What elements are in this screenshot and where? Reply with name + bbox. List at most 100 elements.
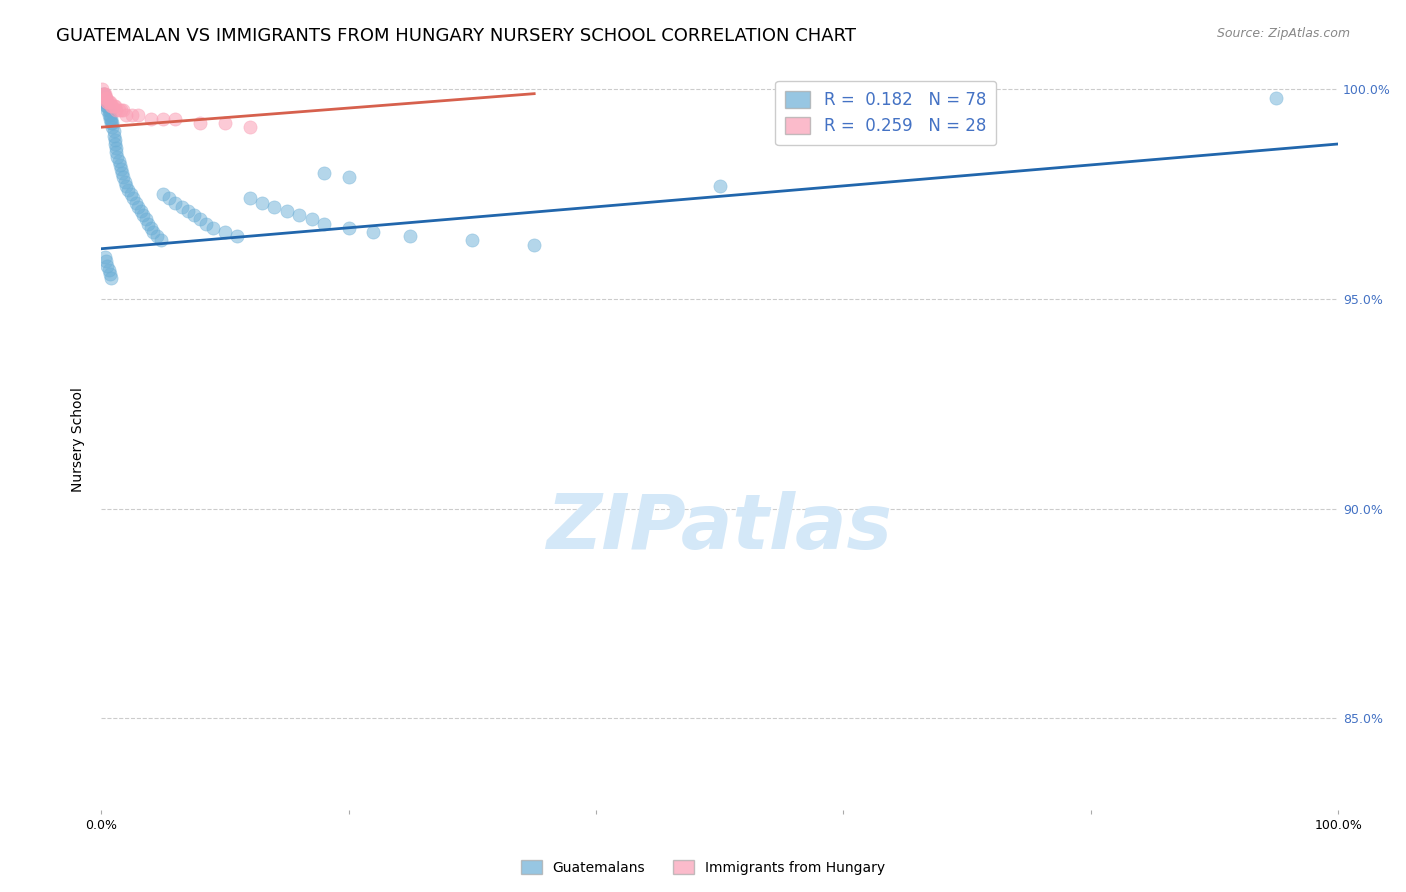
Point xyxy=(98,95,121,109)
Point xyxy=(239,120,262,135)
Point xyxy=(214,225,236,239)
Point xyxy=(94,87,117,101)
Point xyxy=(96,259,118,273)
Point xyxy=(301,212,323,227)
Point xyxy=(105,145,128,160)
Point xyxy=(129,204,152,219)
Point xyxy=(120,187,142,202)
Point xyxy=(337,220,360,235)
Point xyxy=(100,99,122,113)
Point xyxy=(105,103,128,118)
Point xyxy=(170,200,193,214)
Point xyxy=(142,225,165,239)
Point xyxy=(103,99,125,113)
Point xyxy=(201,220,224,235)
Point xyxy=(149,233,172,247)
Point xyxy=(94,95,117,109)
Point xyxy=(94,91,117,105)
Point xyxy=(214,116,236,130)
Point xyxy=(183,208,205,222)
Point xyxy=(104,99,127,113)
Point xyxy=(96,254,118,268)
Point xyxy=(96,99,118,113)
Point xyxy=(139,112,162,126)
Point xyxy=(127,200,149,214)
Point xyxy=(93,87,115,101)
Point xyxy=(93,87,115,101)
Point xyxy=(96,95,118,109)
Point xyxy=(107,103,129,118)
Point xyxy=(461,233,484,247)
Point xyxy=(288,208,311,222)
Legend: R =  0.182   N = 78, R =  0.259   N = 28: R = 0.182 N = 78, R = 0.259 N = 28 xyxy=(775,80,995,145)
Point xyxy=(122,191,145,205)
Point xyxy=(108,158,131,172)
Point xyxy=(115,108,138,122)
Point xyxy=(93,87,115,101)
Point xyxy=(104,133,127,147)
Point xyxy=(103,124,125,138)
Point xyxy=(250,195,273,210)
Point xyxy=(100,112,122,126)
Point xyxy=(104,136,127,151)
Point xyxy=(91,82,114,96)
Y-axis label: Nursery School: Nursery School xyxy=(72,387,86,491)
Point xyxy=(96,99,118,113)
Point xyxy=(94,250,117,264)
Point xyxy=(312,166,335,180)
Point xyxy=(112,103,135,118)
Point xyxy=(157,191,180,205)
Point xyxy=(110,103,132,118)
Point xyxy=(399,229,422,244)
Point xyxy=(195,217,218,231)
Point xyxy=(105,149,128,163)
Point xyxy=(312,217,335,231)
Point xyxy=(103,128,125,143)
Point xyxy=(165,195,187,210)
Point xyxy=(98,267,121,281)
Point xyxy=(127,108,149,122)
Point xyxy=(94,95,117,109)
Point xyxy=(188,116,211,130)
Point xyxy=(105,141,128,155)
Point xyxy=(97,103,120,118)
Point xyxy=(152,187,174,202)
Point xyxy=(100,116,122,130)
Point xyxy=(96,91,118,105)
Point xyxy=(117,183,139,197)
Point xyxy=(110,162,132,177)
Point xyxy=(100,271,122,285)
Point xyxy=(98,112,121,126)
Text: Source: ZipAtlas.com: Source: ZipAtlas.com xyxy=(1216,27,1350,40)
Legend: Guatemalans, Immigrants from Hungary: Guatemalans, Immigrants from Hungary xyxy=(515,855,891,880)
Point xyxy=(165,112,187,126)
Point xyxy=(96,103,118,118)
Point xyxy=(111,166,134,180)
Point xyxy=(98,108,121,122)
Point xyxy=(188,212,211,227)
Point xyxy=(276,204,298,219)
Point xyxy=(177,204,200,219)
Point xyxy=(96,91,118,105)
Point xyxy=(97,262,120,277)
Point xyxy=(135,212,157,227)
Point xyxy=(263,200,285,214)
Point xyxy=(337,170,360,185)
Point xyxy=(112,170,135,185)
Point xyxy=(363,225,385,239)
Point xyxy=(121,108,143,122)
Point xyxy=(94,91,117,105)
Point xyxy=(96,95,118,109)
Point xyxy=(115,178,138,193)
Point xyxy=(97,95,120,109)
Point xyxy=(101,116,124,130)
Point xyxy=(1265,91,1288,105)
Point xyxy=(93,91,115,105)
Point xyxy=(114,175,136,189)
Text: ZIPatlas: ZIPatlas xyxy=(547,491,893,566)
Point xyxy=(152,112,174,126)
Point xyxy=(239,191,262,205)
Point xyxy=(136,217,159,231)
Point xyxy=(226,229,249,244)
Point xyxy=(101,120,124,135)
